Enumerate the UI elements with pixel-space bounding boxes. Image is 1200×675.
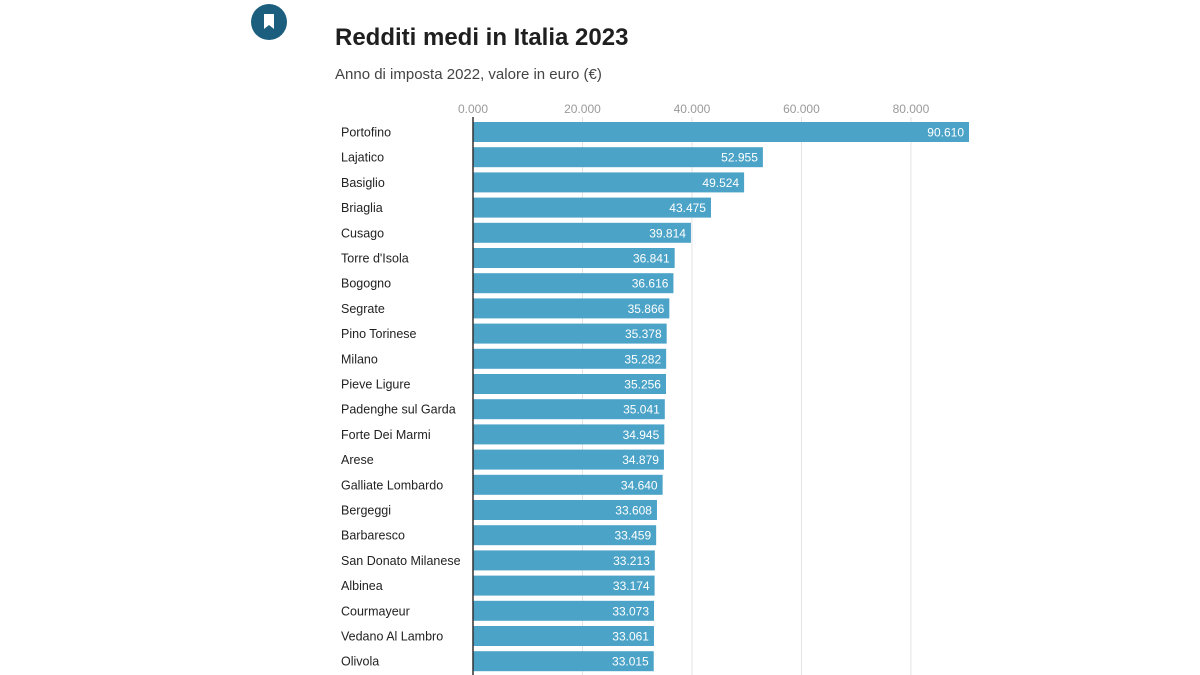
value-label: 34.945 [623,428,660,442]
category-label: Arese [341,453,374,467]
value-label: 43.475 [669,201,706,215]
category-label: Cusago [341,226,384,240]
category-label: Milano [341,352,378,366]
value-label: 36.841 [633,252,670,266]
x-tick-label: 80.000 [893,102,930,116]
bar [473,348,667,369]
category-label: Briaglia [341,201,383,215]
category-label: Bergeggi [341,504,391,518]
bar [473,525,657,546]
bar [473,374,666,394]
category-label: Bogogno [341,277,391,291]
bar [473,399,665,420]
bar [473,298,670,319]
value-label: 35.256 [624,378,661,392]
category-label: Courmayeur [341,604,410,618]
value-label: 35.041 [623,403,660,417]
bar [473,550,655,571]
bookmark-button[interactable] [251,4,287,40]
category-label: Portofino [341,126,391,140]
bar [473,575,655,596]
category-label: Olivola [341,655,379,669]
bar [473,626,654,646]
bar [473,474,663,495]
bar [473,222,691,243]
bar [473,122,969,142]
bar [473,248,675,268]
x-tick-label: 0.000 [458,102,488,116]
value-label: 33.061 [612,630,649,644]
bar [473,147,763,168]
bookmark-icon [264,14,274,29]
bar [473,323,667,344]
bar [473,449,664,470]
category-label: Pieve Ligure [341,378,411,392]
x-tick-label: 20.000 [564,102,601,116]
value-label: 33.174 [613,579,650,593]
value-label: 34.879 [622,453,659,467]
value-label: 52.955 [721,151,758,165]
value-label: 90.610 [927,126,964,140]
bar [473,172,745,193]
value-label: 49.524 [702,176,739,190]
category-label: Galliate Lombardo [341,478,443,492]
category-label: Basiglio [341,176,385,190]
value-label: 39.814 [649,226,686,240]
value-label: 34.640 [621,478,658,492]
category-label: Lajatico [341,151,384,165]
chart-subtitle: Anno di imposta 2022, valore in euro (€) [335,66,602,83]
category-label: San Donato Milanese [341,554,461,568]
value-label: 36.616 [632,277,669,291]
value-label: 35.282 [624,352,661,366]
category-label: Albinea [341,579,383,593]
chart-title: Redditi medi in Italia 2023 [335,24,629,51]
value-label: 35.378 [625,327,662,341]
category-label: Pino Torinese [341,327,417,341]
bar [473,424,665,445]
bar [473,500,657,520]
value-label: 33.459 [614,529,651,543]
value-label: 33.608 [615,504,652,518]
category-label: Segrate [341,302,385,316]
value-label: 33.073 [612,604,649,618]
x-tick-label: 40.000 [674,102,711,116]
bar [473,197,711,218]
bar [473,273,674,294]
value-label: 35.866 [628,302,665,316]
bar [473,651,654,672]
category-label: Vedano Al Lambro [341,630,443,644]
category-label: Padenghe sul Garda [341,403,456,417]
value-label: 33.015 [612,655,649,669]
value-label: 33.213 [613,554,650,568]
category-label: Forte Dei Marmi [341,428,431,442]
x-tick-label: 60.000 [783,102,820,116]
category-label: Barbaresco [341,529,405,543]
bar [473,600,655,621]
category-label: Torre d'Isola [341,252,409,266]
